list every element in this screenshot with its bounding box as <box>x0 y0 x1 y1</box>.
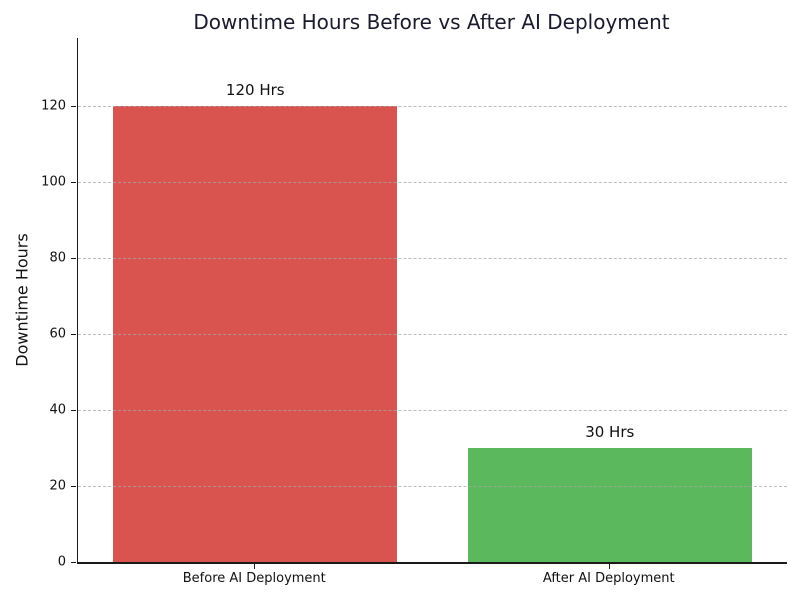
y-tick-label: 40 <box>49 402 66 418</box>
grid-line <box>78 410 787 412</box>
y-tick-label: 60 <box>49 326 66 342</box>
y-tick-label: 100 <box>41 174 66 190</box>
grid-line <box>78 182 787 184</box>
y-tick-label: 0 <box>57 554 66 570</box>
y-tick-label: 120 <box>41 98 66 114</box>
x-tick-label: After AI Deployment <box>542 571 675 586</box>
y-tick-mark <box>71 258 76 260</box>
y-tick-mark <box>71 486 76 488</box>
x-tick-label: Before AI Deployment <box>182 571 326 586</box>
x-tick-mark <box>254 564 256 569</box>
grid-line <box>78 258 787 260</box>
grid-line <box>78 106 787 108</box>
grid-line <box>78 486 787 488</box>
bar <box>467 448 752 562</box>
plot-area: 120 Hrs 30 Hrs <box>77 38 787 564</box>
x-tick-mark <box>608 564 610 569</box>
y-tick-label: 20 <box>49 478 66 494</box>
grid-line <box>78 334 787 336</box>
y-tick-mark <box>71 182 76 184</box>
y-tick-mark <box>71 106 76 108</box>
chart-title: Downtime Hours Before vs After AI Deploy… <box>193 10 670 34</box>
bar-value-label: 120 Hrs <box>225 81 285 100</box>
y-tick-mark <box>71 334 76 336</box>
y-tick-mark <box>71 562 76 563</box>
y-tick-label: 80 <box>49 250 66 266</box>
bar-value-label: 30 Hrs <box>585 423 635 442</box>
y-tick-mark <box>71 410 76 412</box>
